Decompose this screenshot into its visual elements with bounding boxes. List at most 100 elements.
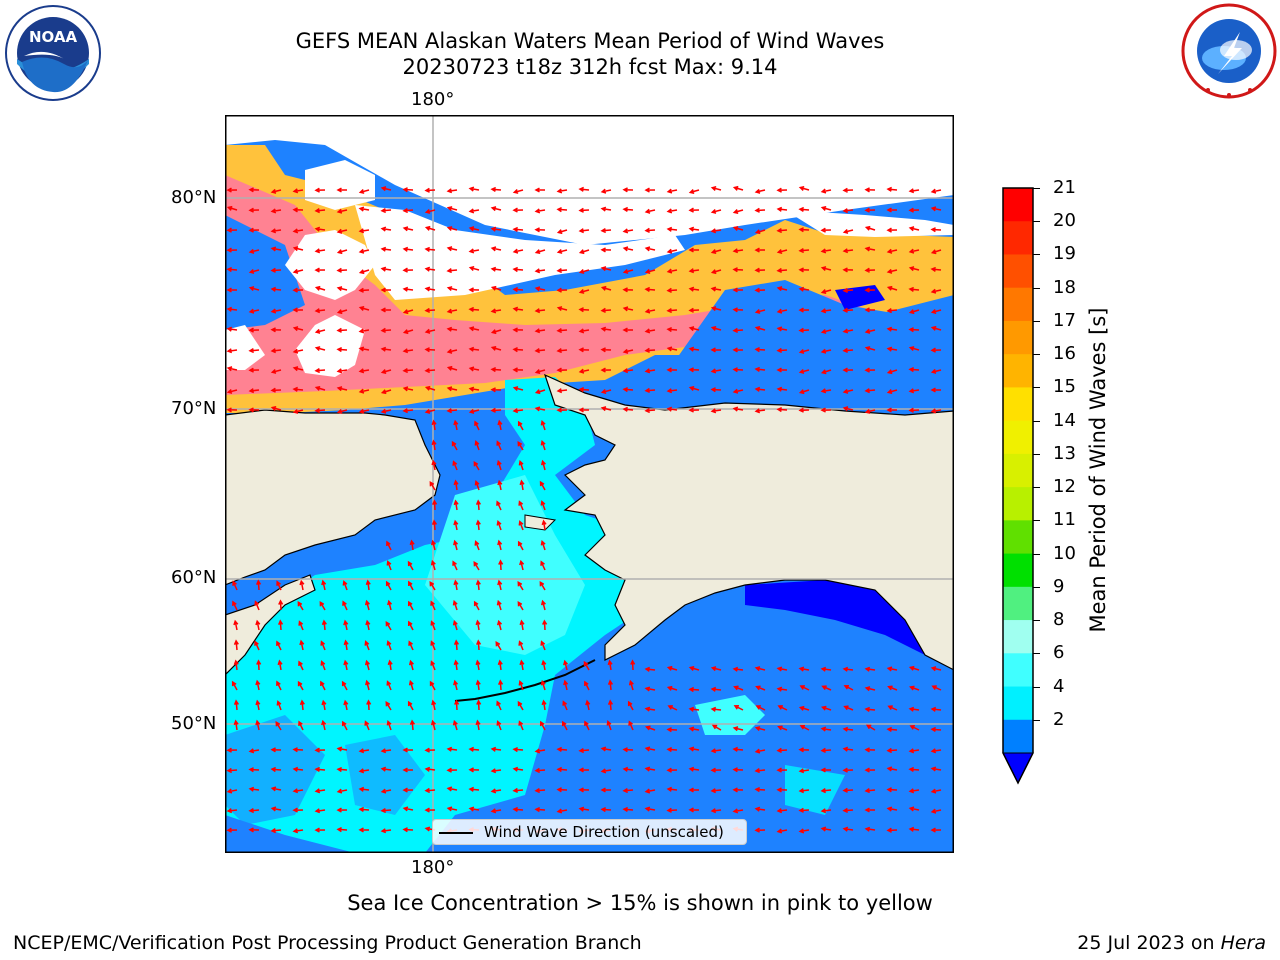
- colorbar-tick-label: 20: [1053, 210, 1076, 232]
- wind-wave-arrow: [475, 619, 481, 631]
- wind-wave-arrow: [754, 767, 766, 774]
- wind-wave-arrow: [578, 207, 590, 213]
- wind-wave-arrow: [270, 267, 282, 273]
- wind-wave-arrow: [644, 706, 656, 712]
- wind-wave-arrow: [930, 188, 942, 194]
- wind-wave-arrow: [688, 189, 700, 195]
- wind-wave-arrow: [842, 307, 854, 313]
- wind-wave-arrow: [666, 346, 678, 352]
- wind-wave-arrow: [407, 600, 414, 611]
- wind-wave-arrow: [468, 746, 480, 752]
- wind-wave-arrow: [431, 519, 438, 531]
- colorbar-segment: [1003, 487, 1033, 521]
- wind-wave-arrow: [270, 246, 282, 252]
- wind-wave-arrow: [578, 407, 590, 413]
- wind-wave-arrow: [430, 600, 436, 611]
- wind-wave-arrow: [540, 679, 546, 691]
- wind-wave-arrow: [319, 600, 326, 611]
- wind-wave-arrow: [556, 347, 568, 354]
- wind-wave-arrow: [540, 420, 546, 431]
- wind-wave-arrow: [908, 188, 920, 194]
- wind-wave-arrow: [541, 519, 547, 531]
- wind-wave-arrow: [541, 659, 547, 671]
- wind-wave-arrow: [930, 368, 942, 374]
- wind-wave-arrow: [358, 269, 370, 275]
- wind-wave-arrow: [908, 207, 920, 213]
- wind-wave-arrow: [490, 367, 502, 373]
- colorbar-label: Mean Period of Wind Waves [s]: [1086, 307, 1110, 633]
- wind-wave-arrow: [622, 406, 634, 412]
- wind-wave-arrow: [314, 385, 326, 391]
- wind-wave-arrow: [539, 580, 546, 591]
- wind-wave-arrow: [666, 406, 678, 412]
- wind-wave-arrow: [622, 206, 634, 213]
- wind-wave-arrow: [886, 346, 898, 352]
- wind-wave-arrow: [446, 226, 458, 232]
- wind-wave-arrow: [864, 826, 876, 832]
- wind-wave-arrow: [336, 187, 347, 193]
- wind-wave-arrow: [358, 305, 370, 311]
- wind-wave-arrow: [755, 705, 766, 711]
- wind-wave-arrow: [490, 308, 502, 314]
- wind-wave-arrow: [710, 666, 722, 672]
- wind-wave-arrow: [754, 787, 766, 793]
- wind-wave-arrow: [297, 600, 304, 611]
- wind-wave-arrow: [534, 406, 546, 412]
- wind-wave-arrow: [754, 207, 766, 213]
- wind-wave-arrow: [473, 600, 480, 611]
- colorbar-tick-label: 14: [1053, 409, 1076, 431]
- wind-wave-arrow: [407, 620, 414, 631]
- wind-wave-arrow: [386, 540, 392, 551]
- wind-wave-arrow: [776, 787, 788, 793]
- lat-label-70: 70°N: [171, 398, 217, 419]
- wind-wave-arrow: [798, 368, 810, 374]
- wind-wave-arrow: [563, 679, 569, 691]
- wind-wave-arrow: [248, 207, 260, 213]
- wind-wave-arrow: [518, 720, 524, 731]
- wind-wave-arrow: [887, 705, 898, 711]
- wind-wave-arrow: [385, 580, 392, 591]
- wind-wave-arrow: [248, 187, 260, 193]
- wind-wave-arrow: [402, 367, 414, 374]
- wind-wave-arrow: [407, 700, 414, 711]
- wind-wave-arrow: [842, 726, 854, 732]
- wind-wave-arrow: [519, 479, 525, 491]
- wind-wave-arrow: [864, 686, 876, 692]
- wind-wave-arrow: [755, 685, 766, 691]
- colorbar-tick-label: 8: [1053, 609, 1065, 631]
- wind-wave-arrow: [556, 306, 568, 312]
- wind-wave-arrow: [402, 827, 414, 833]
- wind-wave-arrow: [453, 679, 459, 691]
- wind-wave-arrow: [600, 326, 612, 332]
- wind-wave-arrow: [278, 619, 284, 631]
- wind-wave-arrow: [380, 748, 392, 754]
- colorbar-tick-mark: [1033, 719, 1040, 721]
- wind-wave-arrow: [561, 720, 568, 731]
- wind-wave-arrow: [644, 806, 656, 812]
- wind-wave-arrow: [292, 287, 304, 293]
- wind-wave-arrow: [842, 328, 854, 334]
- wind-wave-arrow: [688, 307, 700, 313]
- wind-wave-arrow: [248, 367, 260, 373]
- wind-wave-arrow: [424, 266, 436, 272]
- wind-wave-arrow: [540, 500, 546, 511]
- wind-wave-arrow: [402, 246, 414, 252]
- wind-wave-arrow: [666, 727, 678, 733]
- wind-wave-arrow: [710, 788, 722, 794]
- wind-wave-arrow: [534, 249, 546, 255]
- wind-wave-arrow: [292, 326, 304, 332]
- wind-wave-arrow: [387, 599, 393, 611]
- colorbar-segment: [1003, 719, 1033, 754]
- wind-wave-arrow: [490, 768, 502, 774]
- wind-wave-arrow: [886, 248, 898, 254]
- wind-wave-arrow: [270, 208, 282, 214]
- wind-wave-arrow: [864, 706, 876, 713]
- wind-wave-arrow: [446, 286, 458, 292]
- wind-wave-arrow: [539, 480, 546, 491]
- wind-wave-arrow: [496, 520, 502, 531]
- wind-wave-arrow: [754, 287, 766, 293]
- colorbar-tick-mark: [1033, 586, 1040, 588]
- wind-wave-arrow: [534, 227, 546, 233]
- wind-wave-arrow: [820, 787, 832, 794]
- wind-wave-arrow: [534, 268, 546, 274]
